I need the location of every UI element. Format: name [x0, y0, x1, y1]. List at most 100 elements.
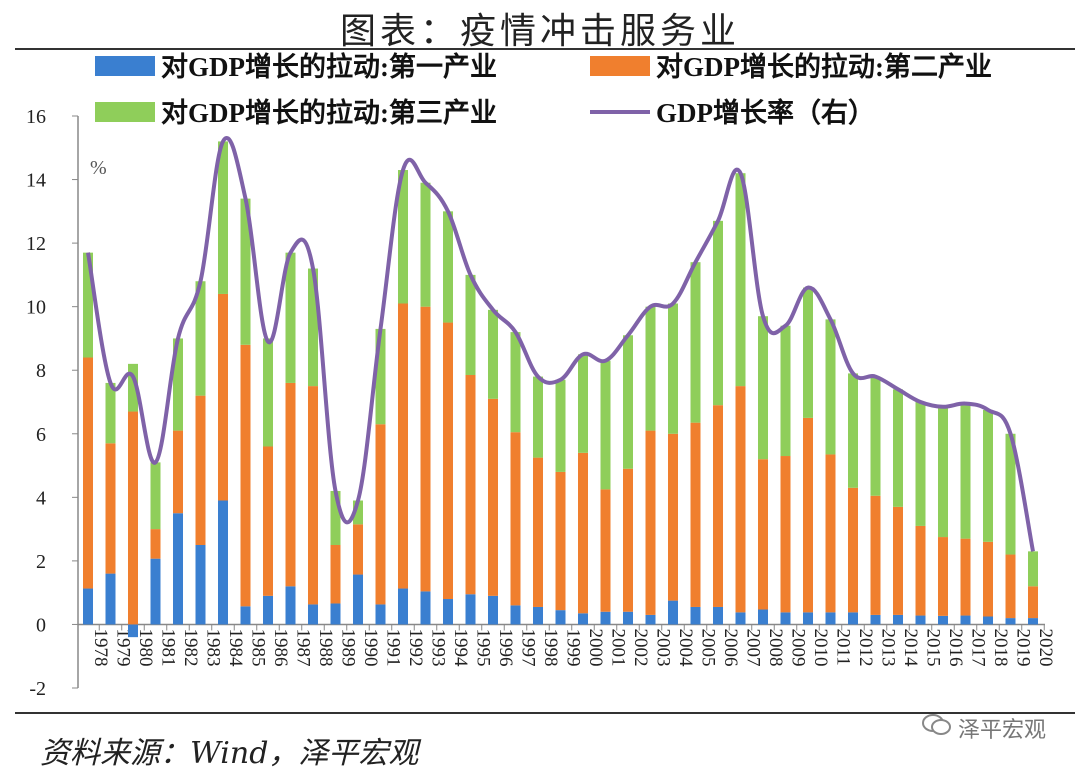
line-layer [86, 136, 1035, 552]
bar-tertiary-1990 [353, 500, 363, 525]
x-tick-label: 2010 [810, 628, 831, 666]
y-tick-label: 6 [36, 424, 46, 446]
bar-secondary-1992 [398, 303, 408, 589]
x-tick-label: 2002 [630, 628, 651, 666]
bar-primary-1991 [375, 604, 386, 625]
x-tick-label: 2005 [698, 628, 719, 666]
x-tick-label: 1994 [450, 628, 471, 667]
x-tick-label: 2014 [900, 628, 921, 667]
bar-primary-2016 [938, 615, 948, 625]
bar-tertiary-1984 [218, 141, 228, 294]
x-tick-label: 1985 [248, 628, 269, 666]
bar-secondary-1981 [150, 529, 161, 559]
bar-tertiary-2014 [893, 389, 903, 507]
x-tick-label: 2009 [788, 628, 809, 666]
bar-primary-1984 [218, 500, 228, 625]
bar-secondary-2007 [735, 386, 746, 613]
bar-primary-1978 [83, 588, 93, 625]
bar-tertiary-1994 [443, 211, 453, 323]
bar-secondary-1993 [420, 306, 431, 592]
bar-tertiary-1980 [128, 363, 138, 412]
bar-primary-2005 [690, 606, 701, 625]
bar-secondary-1987 [285, 382, 296, 587]
bar-primary-1995 [465, 594, 476, 625]
bar-secondary-1991 [375, 424, 386, 605]
bar-primary-1990 [353, 574, 363, 625]
bar-primary-2020 [1028, 618, 1038, 625]
bar-secondary-2019 [1005, 554, 1016, 619]
bar-primary-1981 [150, 558, 161, 625]
x-tick-label: 1998 [540, 628, 561, 666]
bar-tertiary-1978 [83, 252, 93, 358]
bar-tertiary-1988 [308, 268, 318, 387]
bar-tertiary-2000 [578, 354, 588, 453]
bar-primary-1994 [443, 599, 453, 625]
bar-secondary-2015 [915, 525, 926, 616]
bars [83, 141, 1038, 638]
bar-primary-1996 [488, 595, 498, 625]
watermark: 泽平宏观 [921, 712, 1046, 744]
watermark-text: 泽平宏观 [957, 718, 1046, 743]
bar-secondary-1982 [173, 430, 183, 514]
x-tick-label: 1982 [180, 628, 201, 666]
x-tick-label: 2003 [653, 628, 674, 666]
bar-tertiary-1999 [555, 379, 566, 472]
bar-tertiary-2019 [1005, 433, 1016, 555]
bar-primary-2004 [668, 600, 678, 625]
chart-title: 图表：疫情冲击服务业 [339, 11, 740, 52]
legend-swatch [590, 56, 650, 76]
x-tick-label: 1988 [315, 628, 336, 666]
bar-primary-2003 [645, 614, 656, 625]
bar-secondary-2012 [848, 487, 858, 613]
bar-primary-2018 [983, 616, 993, 625]
bar-tertiary-2006 [713, 220, 723, 406]
bar-secondary-2000 [578, 452, 588, 614]
x-tick-label: 2000 [585, 628, 606, 666]
x-tick-label: 2007 [743, 628, 764, 666]
legend-swatch [95, 102, 155, 122]
y-tick-label: 16 [26, 106, 46, 128]
legend-label: 对GDP增长的拉动:第三产业 [161, 97, 497, 128]
bar-tertiary-1979 [105, 382, 116, 444]
x-tick-label: 1990 [360, 628, 381, 666]
y-tick-label: 8 [36, 360, 46, 382]
bar-secondary-2013 [870, 495, 881, 615]
bar-primary-2006 [713, 606, 723, 625]
bar-primary-1999 [555, 610, 566, 625]
bar-secondary-2020 [1028, 586, 1038, 619]
bar-secondary-2003 [645, 430, 656, 615]
bar-tertiary-2018 [983, 409, 993, 542]
bar-primary-2007 [735, 612, 746, 625]
bar-primary-2019 [1005, 618, 1016, 625]
bar-tertiary-2016 [938, 406, 948, 538]
y-tick-label: 4 [36, 487, 46, 509]
x-tick-label: 1997 [518, 628, 539, 666]
bar-secondary-2016 [938, 537, 948, 616]
bar-secondary-2010 [803, 417, 813, 613]
x-tick-label: 1978 [90, 628, 111, 666]
bar-secondary-1985 [240, 344, 251, 607]
bar-tertiary-2013 [870, 376, 881, 496]
x-tick-label: 2001 [608, 628, 629, 666]
bar-primary-2011 [825, 612, 836, 625]
bar-secondary-1989 [330, 545, 341, 604]
y-tick-label: 14 [26, 170, 46, 192]
x-tick-label: 1986 [270, 628, 291, 666]
bar-tertiary-2007 [735, 173, 746, 387]
bar-primary-1998 [533, 606, 543, 625]
x-tick-label: 1992 [405, 628, 426, 666]
y-tick-label: 10 [26, 297, 46, 319]
bar-secondary-1983 [195, 395, 206, 545]
x-tick-label: 1981 [158, 628, 179, 666]
bar-secondary-1986 [263, 446, 273, 596]
bar-primary-2009 [780, 612, 791, 625]
x-tick-label: 2019 [1013, 628, 1034, 666]
bar-secondary-1998 [533, 457, 543, 607]
y-tick-label: 0 [36, 614, 46, 636]
bar-tertiary-2012 [848, 373, 858, 488]
bar-secondary-2006 [713, 405, 723, 607]
bar-tertiary-1993 [420, 182, 431, 307]
bar-primary-2001 [600, 611, 611, 625]
